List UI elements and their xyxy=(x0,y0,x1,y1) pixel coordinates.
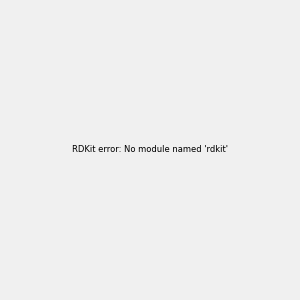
Text: RDKit error: No module named 'rdkit': RDKit error: No module named 'rdkit' xyxy=(72,146,228,154)
